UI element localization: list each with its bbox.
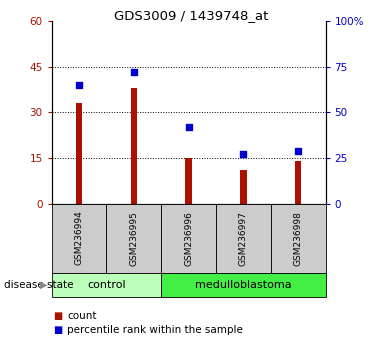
Point bbox=[186, 124, 192, 130]
Text: count: count bbox=[67, 311, 97, 321]
Bar bbox=[240, 170, 247, 204]
Point bbox=[241, 152, 247, 157]
Text: GSM236994: GSM236994 bbox=[75, 211, 83, 266]
Text: ▶: ▶ bbox=[40, 280, 48, 290]
Text: GSM236998: GSM236998 bbox=[294, 211, 303, 266]
Text: ■: ■ bbox=[54, 311, 63, 321]
Text: ■: ■ bbox=[54, 325, 63, 335]
Text: control: control bbox=[87, 280, 126, 290]
Text: disease state: disease state bbox=[4, 280, 73, 290]
Bar bbox=[131, 88, 137, 204]
Text: GSM236996: GSM236996 bbox=[184, 211, 193, 266]
Bar bbox=[185, 158, 192, 204]
Point bbox=[76, 82, 82, 88]
Point bbox=[131, 69, 137, 75]
Text: GSM236995: GSM236995 bbox=[129, 211, 138, 266]
Bar bbox=[295, 161, 301, 204]
Text: GSM236997: GSM236997 bbox=[239, 211, 248, 266]
Text: medulloblastoma: medulloblastoma bbox=[195, 280, 292, 290]
Text: GDS3009 / 1439748_at: GDS3009 / 1439748_at bbox=[114, 9, 269, 22]
Bar bbox=[76, 103, 82, 204]
Point bbox=[295, 148, 301, 154]
Text: percentile rank within the sample: percentile rank within the sample bbox=[67, 325, 243, 335]
